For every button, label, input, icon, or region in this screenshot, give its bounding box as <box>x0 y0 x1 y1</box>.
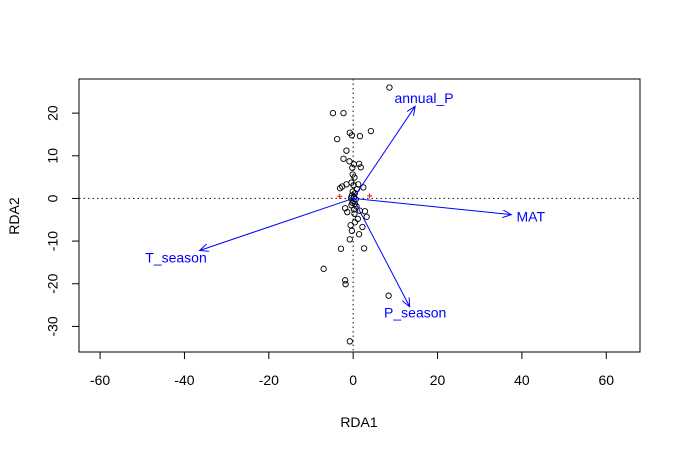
centroid-marker <box>337 193 343 199</box>
arrow-annual-p <box>352 106 415 199</box>
data-point <box>351 174 358 181</box>
data-point <box>349 164 356 171</box>
data-point <box>350 206 358 213</box>
data-point <box>354 215 361 223</box>
data-point <box>350 182 357 189</box>
data-point <box>342 281 349 288</box>
data-point <box>349 171 356 178</box>
arrow-label-t-season: T_season <box>145 249 206 265</box>
data-point <box>367 127 375 135</box>
x-axis-title: RDA1 <box>340 414 378 430</box>
y-axis-title: RDA2 <box>6 197 22 235</box>
data-point <box>348 227 356 235</box>
plot-frame <box>78 78 641 353</box>
data-point <box>340 155 347 162</box>
arrow-mat <box>353 197 511 214</box>
data-point <box>361 208 369 215</box>
arrow-p-season <box>352 198 410 306</box>
data-point <box>340 109 347 117</box>
y-tick-label: -30 <box>45 316 61 336</box>
data-point <box>329 109 337 117</box>
data-point <box>348 132 356 139</box>
data-point <box>357 164 364 171</box>
x-tick-label: -60 <box>90 372 110 388</box>
data-point <box>386 84 393 91</box>
data-point <box>363 213 370 220</box>
data-point <box>360 245 368 252</box>
x-tick-label: -40 <box>174 372 194 388</box>
data-point <box>351 219 359 226</box>
data-point <box>342 277 349 284</box>
centroid-marker <box>367 193 373 199</box>
data-point <box>346 338 353 345</box>
y-tick-label: -10 <box>45 231 61 251</box>
x-tick-label: 60 <box>598 372 614 388</box>
data-point <box>344 208 351 216</box>
data-point <box>346 158 353 165</box>
data-point <box>347 222 354 229</box>
data-point <box>346 236 353 243</box>
data-point <box>337 245 345 252</box>
data-point <box>356 133 364 140</box>
x-tick-label: -20 <box>259 372 279 388</box>
arrow-t-season <box>200 197 354 250</box>
data-point <box>385 292 392 299</box>
arrow-label-p-season: P_season <box>384 305 446 321</box>
y-tick-label: -20 <box>45 273 61 293</box>
y-tick-label: 10 <box>45 148 61 164</box>
x-tick-label: 0 <box>349 372 357 388</box>
data-point <box>359 223 366 231</box>
y-tick-label: 0 <box>45 194 61 202</box>
y-tick-label: 20 <box>45 105 61 121</box>
data-point <box>355 160 363 168</box>
data-point <box>320 265 327 272</box>
data-point <box>351 210 358 217</box>
data-point <box>336 185 344 192</box>
data-point <box>343 147 350 154</box>
arrow-label-mat: MAT <box>516 208 545 224</box>
arrow-label-annual-p: annual_P <box>394 90 453 106</box>
x-tick-label: 20 <box>430 372 446 388</box>
data-point <box>355 231 363 238</box>
data-point <box>333 135 341 143</box>
x-tick-label: 40 <box>514 372 530 388</box>
